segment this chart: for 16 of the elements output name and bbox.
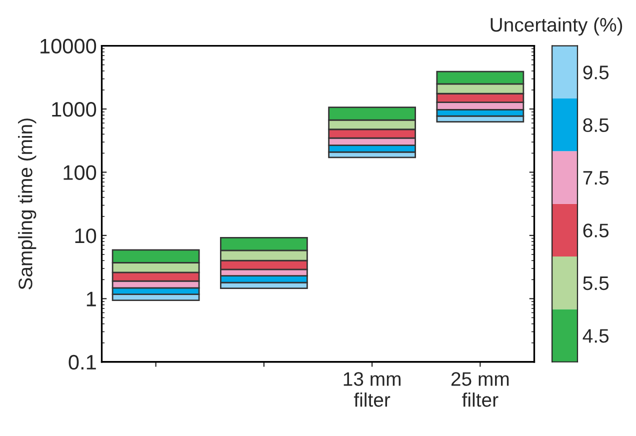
color-bar-label: 6.5 xyxy=(583,224,609,238)
color-bar-title: Uncertainty (%) xyxy=(490,17,622,36)
x-tick-label: 13 mm filter xyxy=(344,372,400,407)
y-tick-label: 100 xyxy=(64,165,96,180)
y-axis-title: Sampling time (min) xyxy=(18,118,36,290)
color-bar-label: 5.5 xyxy=(583,276,609,290)
color-bar-label: 4.5 xyxy=(582,329,609,343)
y-tick-label: 10 xyxy=(75,228,96,244)
x-tick-label: 25 mm filter xyxy=(451,372,509,407)
y-tick-label: 10000 xyxy=(40,38,96,54)
color-bar-label: 9.5 xyxy=(583,66,609,80)
color-bar-label: 8.5 xyxy=(583,118,609,132)
y-tick-label: 1000 xyxy=(52,102,96,117)
color-bar-label: 7.5 xyxy=(583,171,609,185)
y-tick-label: 0.1 xyxy=(68,354,96,370)
y-tick-label: 1 xyxy=(86,292,96,306)
